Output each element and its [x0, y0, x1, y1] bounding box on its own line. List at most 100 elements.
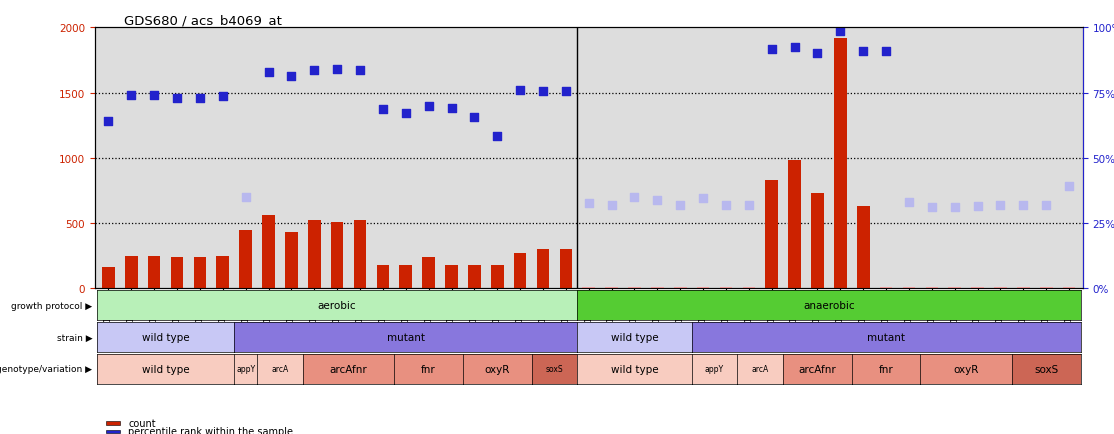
Bar — [583, 287, 595, 289]
Point — [626, 194, 644, 201]
Point — [260, 69, 277, 76]
Point — [237, 194, 255, 201]
Point — [946, 204, 964, 211]
Point — [557, 89, 575, 95]
Point — [168, 95, 186, 102]
Bar — [148, 256, 160, 289]
Point — [1037, 202, 1055, 209]
Text: strain ▶: strain ▶ — [57, 333, 92, 342]
Point — [466, 115, 483, 122]
Text: growth protocol ▶: growth protocol ▶ — [11, 301, 92, 310]
Bar — [1017, 287, 1029, 289]
Point — [831, 29, 849, 36]
Point — [991, 202, 1009, 209]
Text: mutant: mutant — [387, 332, 424, 342]
Bar — [674, 287, 686, 289]
Point — [397, 111, 414, 118]
Bar — [106, 430, 120, 433]
Bar — [125, 256, 137, 289]
Text: count: count — [128, 418, 156, 428]
Bar — [307, 221, 321, 289]
Text: wild type: wild type — [141, 332, 189, 342]
Text: arcAfnr: arcAfnr — [330, 364, 368, 374]
Bar — [811, 194, 823, 289]
Bar — [262, 216, 275, 289]
Bar — [170, 257, 184, 289]
Text: appY: appY — [705, 365, 724, 373]
Bar — [834, 39, 847, 289]
Text: genotype/variation ▶: genotype/variation ▶ — [0, 365, 92, 373]
Bar — [765, 181, 778, 289]
Bar — [720, 287, 732, 289]
Text: percentile rank within the sample: percentile rank within the sample — [128, 426, 293, 434]
Point — [854, 48, 872, 55]
Text: aerobic: aerobic — [317, 301, 356, 310]
Point — [672, 202, 690, 209]
Bar — [651, 287, 664, 289]
Point — [648, 197, 666, 204]
Bar — [948, 287, 961, 289]
Bar — [514, 253, 527, 289]
Point — [877, 48, 895, 55]
Bar — [743, 287, 755, 289]
Text: fnr: fnr — [421, 364, 436, 374]
Bar — [1040, 287, 1053, 289]
Bar — [789, 161, 801, 289]
Bar — [377, 265, 389, 289]
Point — [374, 107, 392, 114]
Point — [511, 87, 529, 94]
Bar — [216, 256, 229, 289]
Point — [969, 203, 987, 210]
Text: arcA: arcA — [272, 365, 289, 373]
Bar — [628, 287, 641, 289]
Point — [329, 66, 346, 73]
Point — [785, 44, 803, 51]
Bar — [1063, 287, 1075, 289]
Bar — [971, 287, 984, 289]
Point — [763, 47, 781, 54]
Text: mutant: mutant — [867, 332, 905, 342]
Bar — [902, 287, 916, 289]
Point — [1015, 202, 1033, 209]
Bar — [446, 266, 458, 289]
Text: soxS: soxS — [1034, 364, 1058, 374]
Point — [283, 73, 301, 80]
Bar — [102, 268, 115, 289]
Point — [900, 199, 918, 206]
Point — [145, 92, 163, 99]
Bar — [537, 250, 549, 289]
Point — [214, 94, 232, 101]
Point — [420, 103, 438, 110]
Bar — [926, 287, 938, 289]
Point — [603, 202, 620, 209]
Bar — [559, 250, 573, 289]
Point — [740, 202, 758, 209]
Bar — [994, 287, 1007, 289]
Text: oxyR: oxyR — [485, 364, 510, 374]
Point — [694, 195, 712, 202]
Point — [1061, 184, 1078, 191]
Point — [717, 202, 735, 209]
Bar — [331, 222, 343, 289]
Text: wild type: wild type — [141, 364, 189, 374]
Point — [488, 133, 506, 140]
Bar — [697, 287, 710, 289]
Point — [534, 89, 551, 95]
Bar — [857, 207, 870, 289]
Point — [922, 204, 940, 211]
Bar — [194, 257, 206, 289]
Point — [442, 105, 460, 112]
Bar — [240, 230, 252, 289]
Bar — [106, 421, 120, 425]
Bar — [354, 221, 367, 289]
Text: appY: appY — [236, 365, 255, 373]
Point — [809, 51, 827, 58]
Point — [305, 68, 323, 75]
Point — [123, 92, 140, 99]
Text: soxS: soxS — [546, 365, 564, 373]
Text: wild type: wild type — [610, 364, 658, 374]
Bar — [422, 257, 434, 289]
Point — [579, 201, 597, 207]
Text: anaerobic: anaerobic — [803, 301, 854, 310]
Bar — [491, 266, 504, 289]
